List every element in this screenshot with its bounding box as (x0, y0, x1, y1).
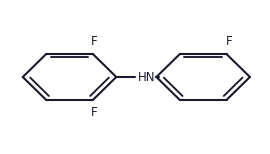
Text: HN: HN (138, 71, 155, 83)
Text: F: F (91, 106, 97, 119)
Text: F: F (91, 35, 97, 48)
Text: F: F (226, 35, 232, 48)
